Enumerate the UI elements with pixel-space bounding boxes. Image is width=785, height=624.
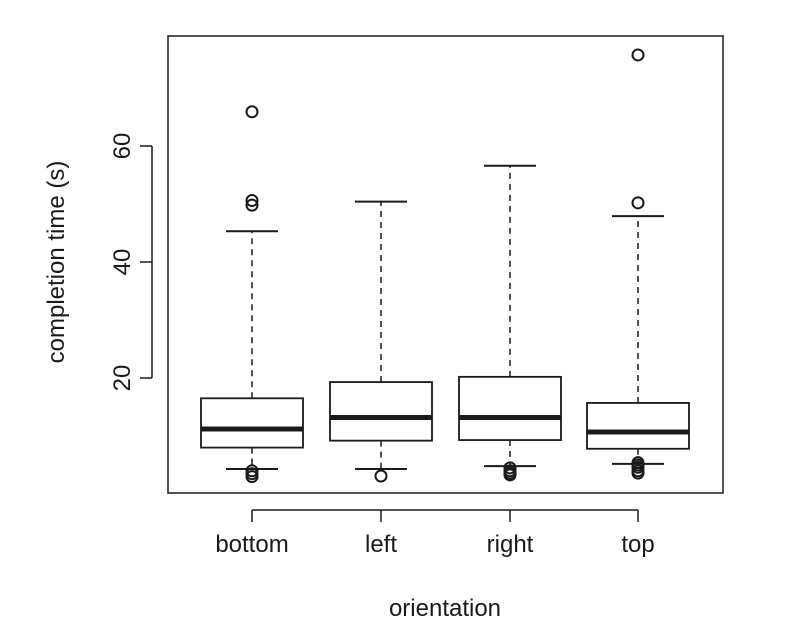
box-left	[329, 200, 433, 483]
y-tick-label: 20	[109, 365, 136, 392]
outlier-point	[245, 464, 259, 478]
box-rect	[458, 375, 562, 441]
box-rect	[329, 381, 433, 442]
plot-frame	[167, 35, 724, 494]
outlier-point	[631, 48, 645, 62]
y-tick-label: 60	[109, 133, 136, 160]
box-rect	[200, 397, 304, 449]
x-tick-label: bottom	[215, 531, 288, 558]
box-top	[586, 48, 690, 480]
outlier-point	[245, 105, 259, 119]
box-group	[200, 48, 690, 484]
y-axis-title: completion time (s)	[43, 161, 70, 364]
y-axis: 20 40 60	[109, 133, 153, 392]
outlier-point	[631, 456, 645, 470]
outlier-point	[631, 196, 645, 210]
outlier-point	[631, 464, 645, 478]
outlier-point	[374, 469, 388, 483]
outlier-point	[245, 194, 259, 208]
x-axis: bottom left right top	[215, 509, 655, 558]
outlier-point	[245, 198, 259, 212]
box-right	[458, 164, 562, 482]
box-bottom	[200, 105, 304, 484]
x-tick-label: right	[487, 531, 534, 558]
y-tick-label: 40	[109, 249, 136, 276]
x-axis-title: orientation	[389, 595, 501, 622]
x-tick-label: left	[365, 531, 397, 558]
x-tick-label: top	[621, 531, 654, 558]
outlier-point	[503, 461, 517, 475]
box-rect	[586, 402, 690, 450]
